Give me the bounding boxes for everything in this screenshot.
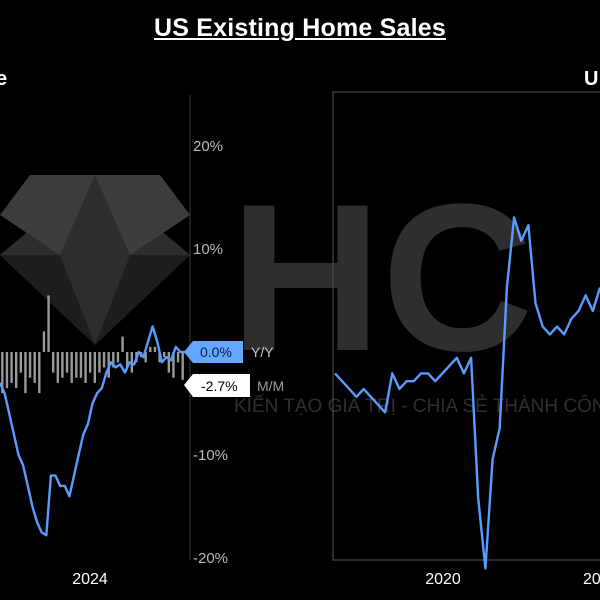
mm-bar xyxy=(172,352,175,378)
mm-bar xyxy=(14,352,18,389)
mm-bar xyxy=(24,352,27,394)
mm-bar xyxy=(65,352,69,373)
mm-bar xyxy=(33,352,36,383)
mm-flag: -2.7% M/M xyxy=(184,374,284,397)
yy-flag-value: 0.0% xyxy=(200,344,232,360)
left-y-tick: 20% xyxy=(193,138,223,155)
mm-bar xyxy=(149,346,152,352)
mm-bar xyxy=(42,331,46,352)
mm-bar xyxy=(102,352,106,368)
mm-bar xyxy=(167,352,171,373)
mm-bar xyxy=(10,352,13,383)
yy-line-path xyxy=(0,325,185,537)
left-yy-line xyxy=(0,325,185,537)
mm-bar xyxy=(176,352,180,363)
left-x-tick-2024: 2024 xyxy=(72,571,108,588)
yy-flag: 0.0% Y/Y xyxy=(184,341,274,363)
mm-flag-label: M/M xyxy=(257,378,284,394)
right-x-tick-2020: 2020 xyxy=(425,571,461,588)
left-y-tick: -10% xyxy=(193,447,228,464)
mm-bar xyxy=(93,352,97,383)
mm-bar xyxy=(19,352,23,373)
watermark-diamond-logo xyxy=(0,175,190,345)
watermark-brand: HC xyxy=(230,160,533,395)
left-y-tick: -20% xyxy=(193,550,228,567)
right-x-tick-2: 20 xyxy=(583,571,600,588)
left-mm-bars xyxy=(1,295,184,394)
mm-bar xyxy=(98,352,101,373)
yy-flag-label: Y/Y xyxy=(251,344,274,360)
mm-bar xyxy=(162,352,166,358)
mm-bar xyxy=(70,352,73,383)
left-panel-title-fragment: e xyxy=(0,68,8,90)
mm-bar xyxy=(51,352,55,373)
mm-bar xyxy=(121,336,124,352)
mm-bar xyxy=(79,352,83,378)
mm-bar xyxy=(125,352,129,368)
mm-bar xyxy=(112,352,115,368)
mm-bar xyxy=(75,352,78,378)
right-panel-frame xyxy=(332,91,600,561)
mm-bar xyxy=(56,352,60,383)
mm-bar xyxy=(84,352,87,383)
mm-bar xyxy=(47,295,50,352)
left-y-tick: 10% xyxy=(193,241,223,258)
mm-bar xyxy=(38,352,41,394)
mm-bar xyxy=(88,352,92,373)
right-line-path xyxy=(334,216,600,570)
mm-bar xyxy=(116,352,120,363)
mm-bar xyxy=(181,352,184,380)
mm-bar xyxy=(153,346,157,352)
right-line xyxy=(334,216,600,570)
watermark-slogan: KIẾN TẠO GIÁ TRỊ - CHIA SẺ THÀNH CÔNG xyxy=(234,395,600,417)
mm-bar xyxy=(144,352,147,363)
chart-title: US Existing Home Sales xyxy=(154,14,446,42)
mm-flag-value: -2.7% xyxy=(201,378,238,394)
mm-bar xyxy=(5,352,9,389)
mm-bar xyxy=(1,352,4,394)
mm-bar xyxy=(61,352,64,378)
mm-bar xyxy=(28,352,32,378)
right-panel-title-fragment: U xyxy=(584,68,599,90)
